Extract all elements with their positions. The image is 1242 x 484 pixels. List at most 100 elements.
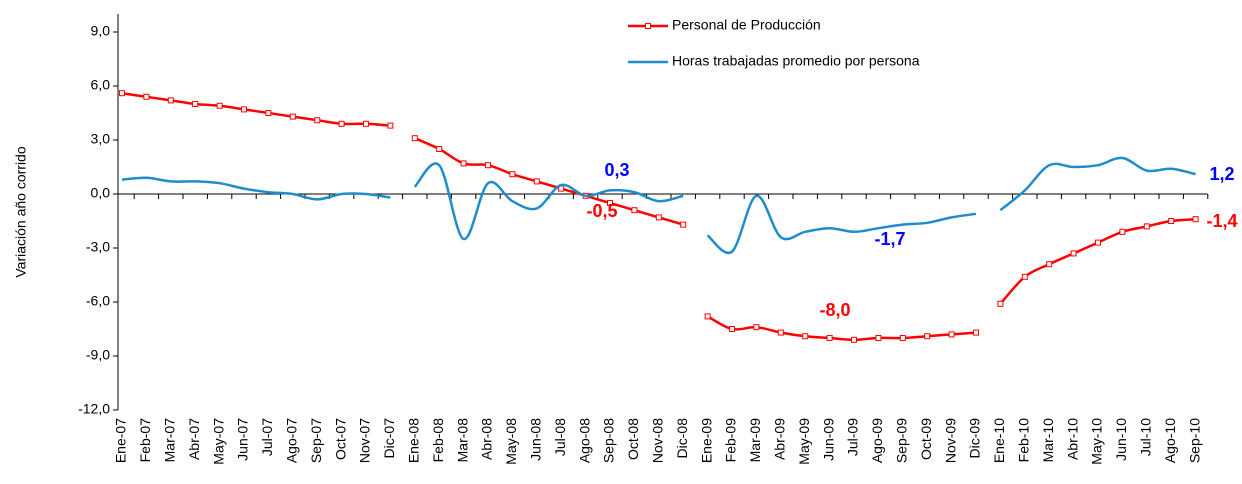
point-marker	[753, 324, 760, 331]
point-marker	[1119, 228, 1126, 235]
x-tick-label: Oct-09	[918, 418, 934, 460]
point-marker	[241, 106, 247, 113]
x-tick-label: Jun-09	[820, 418, 836, 461]
point-marker	[802, 333, 809, 340]
line-segment	[414, 137, 684, 226]
x-tick-label: Abr-09	[772, 418, 788, 460]
legend-label: Horas trabajadas promedio por persona	[672, 53, 920, 69]
point-marker	[314, 117, 321, 124]
y-tick-label: 6,0	[91, 77, 111, 93]
point-marker	[973, 329, 979, 336]
x-tick-label: Jul-09	[845, 418, 861, 456]
point-marker	[363, 120, 369, 127]
x-tick-label: Ago-09	[869, 418, 885, 463]
x-tick-label: Feb-09	[723, 418, 739, 463]
x-tick-label: Nov-09	[942, 418, 958, 463]
point-marker	[436, 146, 443, 152]
x-tick-label: Sep-08	[601, 418, 617, 463]
point-marker	[411, 135, 418, 142]
x-tick-label: Sep-10	[1186, 418, 1202, 463]
x-tick-label: Abr-07	[186, 418, 202, 460]
x-tick-label: Dic-08	[674, 418, 690, 459]
point-marker	[631, 207, 638, 214]
x-tick-label: Mar-08	[454, 418, 470, 463]
x-tick-label: Nov-08	[650, 418, 666, 463]
point-marker	[1095, 239, 1101, 246]
x-tick-label: Mar-10	[1040, 418, 1056, 463]
point-marker	[1070, 250, 1077, 257]
x-tick-label: Feb-08	[430, 418, 446, 463]
x-tick-label: Ene-10	[991, 418, 1007, 463]
point-marker	[119, 90, 125, 97]
point-marker	[460, 160, 467, 167]
point-marker	[851, 336, 857, 343]
point-marker	[192, 101, 199, 107]
x-tick-label: Jul-08	[552, 418, 568, 456]
y-axis-label: Variación año corrido	[13, 146, 29, 277]
point-marker	[216, 102, 223, 109]
y-tick-label: 9,0	[91, 23, 111, 39]
line-segment	[999, 156, 1196, 212]
y-tick-label: -9,0	[86, 347, 110, 363]
point-marker	[1168, 218, 1175, 224]
line-segment	[706, 315, 977, 342]
point-marker	[875, 335, 882, 341]
point-marker	[704, 313, 711, 320]
x-tick-label: Oct-07	[332, 418, 348, 460]
point-marker	[826, 335, 833, 341]
x-tick-label: May-08	[503, 418, 519, 465]
x-tick-label: Feb-07	[137, 418, 153, 463]
x-tick-label: Ene-07	[113, 418, 129, 463]
point-marker	[655, 214, 662, 221]
x-tick-label: Nov-07	[357, 418, 373, 463]
x-tick-label: Ago-10	[1162, 418, 1178, 463]
x-tick-label: Mar-07	[162, 418, 178, 463]
point-marker	[1046, 261, 1053, 268]
point-marker	[1192, 216, 1199, 223]
x-tick-label: Ene-08	[406, 418, 422, 463]
point-marker	[485, 162, 491, 169]
line-segment	[413, 162, 684, 241]
x-tick-label: May-09	[796, 418, 812, 465]
y-tick-label: 0,0	[91, 185, 111, 201]
x-tick-label: Dic-09	[967, 418, 983, 459]
point-marker	[899, 335, 906, 341]
annotation: 0,3	[604, 160, 629, 180]
point-marker	[167, 97, 174, 104]
x-tick-label: Jul-07	[259, 418, 275, 456]
point-marker	[289, 113, 296, 120]
x-tick-label: Jun-10	[1113, 418, 1129, 461]
line-segment	[999, 217, 1196, 305]
x-tick-label: Jun-07	[235, 418, 251, 461]
point-marker	[948, 331, 955, 338]
point-marker	[777, 329, 784, 336]
point-marker	[680, 221, 687, 228]
point-marker	[533, 178, 540, 185]
annotation: -0,5	[586, 201, 617, 221]
y-tick-label: 3,0	[91, 131, 111, 147]
point-marker	[387, 122, 394, 129]
x-tick-label: Dic-07	[381, 418, 397, 459]
x-tick-label: May-10	[1089, 418, 1105, 465]
annotation: -1,4	[1206, 211, 1237, 231]
y-tick-label: -6,0	[86, 293, 110, 309]
point-marker	[265, 110, 272, 116]
point-marker	[729, 326, 735, 332]
x-tick-label: Ene-09	[698, 418, 714, 463]
x-tick-label: Abr-08	[479, 418, 495, 460]
annotation: 1,2	[1209, 164, 1234, 184]
annotation: -8,0	[819, 300, 850, 320]
legend-marker	[645, 23, 651, 29]
annotation: -1,7	[874, 229, 905, 249]
x-tick-label: Abr-10	[1064, 418, 1080, 460]
point-marker	[1021, 273, 1028, 280]
point-marker	[924, 333, 931, 340]
line-segment	[121, 176, 391, 201]
y-tick-label: -3,0	[86, 239, 110, 255]
x-tick-label: Oct-08	[625, 418, 641, 460]
x-tick-label: Jul-10	[1138, 418, 1154, 456]
point-marker	[607, 200, 613, 206]
x-tick-label: Sep-07	[308, 418, 324, 463]
x-tick-label: Sep-09	[894, 418, 910, 463]
